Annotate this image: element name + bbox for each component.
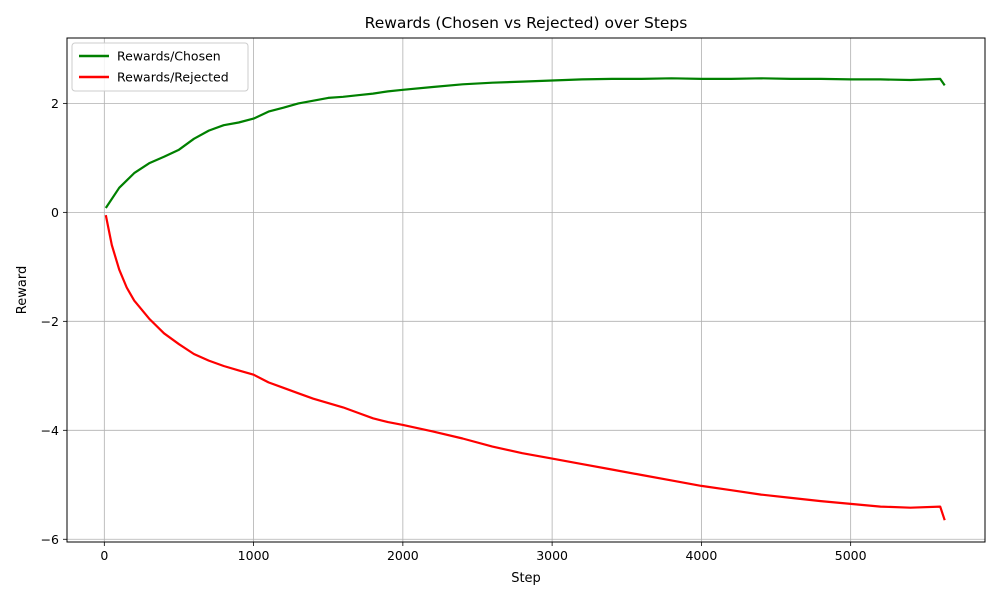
plot-area-frame	[66, 37, 986, 543]
y-tick-label: 0	[51, 205, 59, 220]
legend-box	[71, 42, 249, 92]
series-layer	[104, 77, 946, 521]
series-line-chosen	[104, 77, 946, 209]
legend: Rewards/Chosen Rewards/Rejected	[71, 42, 249, 92]
legend-label: Rewards/Rejected	[117, 70, 229, 85]
y-tick-label: −6	[41, 532, 59, 547]
grid	[67, 38, 985, 542]
x-tick-label: 1000	[238, 548, 270, 563]
y-axis-label: Reward	[15, 266, 30, 314]
x-tick-label: 4000	[685, 548, 717, 563]
axis-ticks: 0 1000 2000 3000 4000 5000 −6 −4 −2 0 2	[41, 96, 867, 563]
x-tick-label: 5000	[835, 548, 867, 563]
x-tick-label: 3000	[536, 548, 568, 563]
series-line-rejected	[104, 214, 946, 521]
chart-title: Rewards (Chosen vs Rejected) over Steps	[365, 14, 688, 32]
legend-label: Rewards/Chosen	[117, 49, 221, 64]
x-axis-label: Step	[511, 571, 541, 586]
x-tick-label: 2000	[387, 548, 419, 563]
y-tick-label: −4	[41, 423, 59, 438]
y-tick-label: 2	[51, 96, 59, 111]
x-tick-label: 0	[100, 548, 108, 563]
y-tick-label: −2	[41, 314, 59, 329]
